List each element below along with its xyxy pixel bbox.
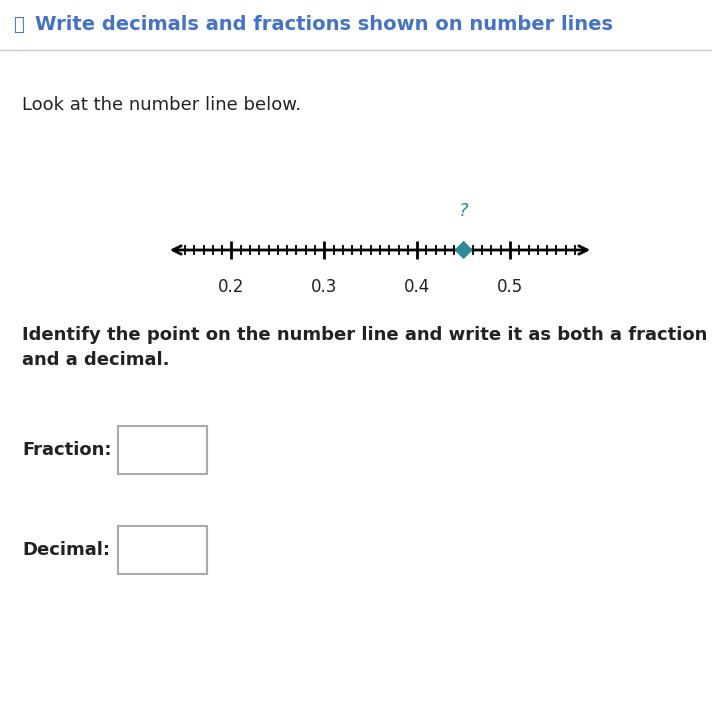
Polygon shape xyxy=(456,242,471,258)
Text: Fraction:: Fraction: xyxy=(22,441,112,459)
Text: ?: ? xyxy=(459,202,468,220)
Text: 0.3: 0.3 xyxy=(311,278,337,296)
Text: 🔲: 🔲 xyxy=(13,16,23,34)
Text: Identify the point on the number line and write it as both a fraction: Identify the point on the number line an… xyxy=(22,326,708,344)
Text: 0.2: 0.2 xyxy=(219,278,245,296)
Text: and a decimal.: and a decimal. xyxy=(22,351,169,369)
FancyBboxPatch shape xyxy=(118,426,207,474)
Text: 0.5: 0.5 xyxy=(497,278,523,296)
FancyBboxPatch shape xyxy=(118,526,207,574)
Text: Decimal:: Decimal: xyxy=(22,541,110,559)
Text: 0.4: 0.4 xyxy=(404,278,430,296)
Text: Look at the number line below.: Look at the number line below. xyxy=(22,96,301,114)
Text: Write decimals and fractions shown on number lines: Write decimals and fractions shown on nu… xyxy=(35,16,613,35)
